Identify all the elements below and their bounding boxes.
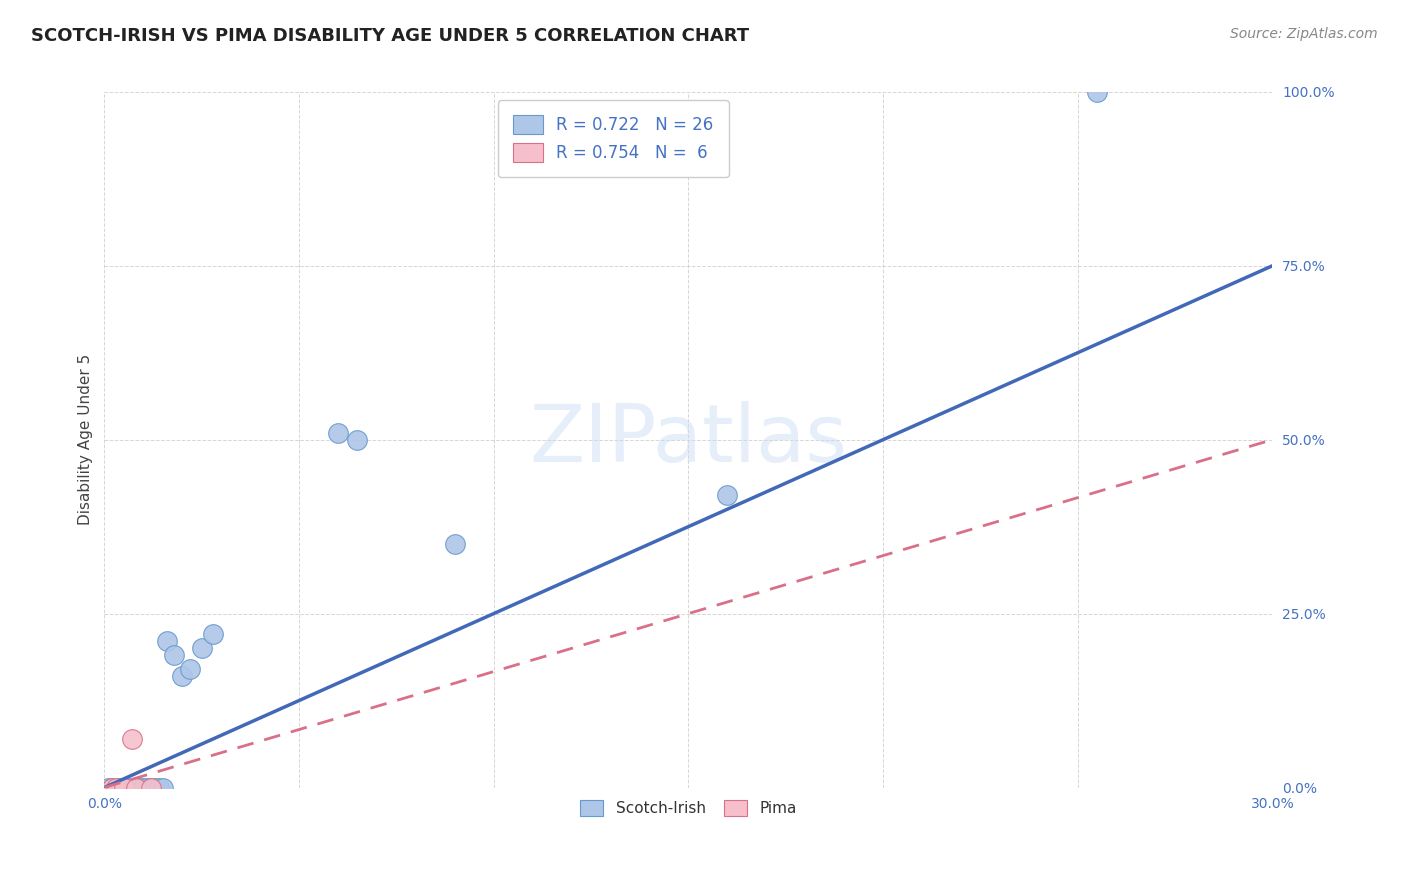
Text: Source: ZipAtlas.com: Source: ZipAtlas.com — [1230, 27, 1378, 41]
Point — [112, 780, 135, 795]
Point — [136, 780, 159, 795]
Point — [172, 669, 194, 683]
Point — [143, 780, 166, 795]
Point — [112, 780, 135, 795]
Point — [101, 780, 124, 795]
Point — [124, 780, 146, 795]
Point — [326, 425, 349, 440]
Text: ZIPatlas: ZIPatlas — [529, 401, 848, 479]
Point — [179, 662, 201, 676]
Point — [139, 780, 162, 795]
Point — [163, 648, 186, 663]
Point — [152, 780, 174, 795]
Point — [105, 780, 128, 795]
Point — [346, 433, 368, 447]
Point — [132, 780, 155, 795]
Point — [202, 627, 225, 641]
Point — [148, 780, 170, 795]
Point — [124, 780, 146, 795]
Y-axis label: Disability Age Under 5: Disability Age Under 5 — [79, 354, 93, 525]
Point — [101, 780, 124, 795]
Point — [121, 731, 143, 746]
Point — [128, 780, 150, 795]
Point — [716, 488, 738, 502]
Point — [1085, 85, 1108, 99]
Point — [117, 780, 139, 795]
Text: SCOTCH-IRISH VS PIMA DISABILITY AGE UNDER 5 CORRELATION CHART: SCOTCH-IRISH VS PIMA DISABILITY AGE UNDE… — [31, 27, 749, 45]
Point — [108, 780, 131, 795]
Legend: Scotch-Irish, Pima: Scotch-Irish, Pima — [568, 789, 808, 829]
Point — [156, 634, 179, 648]
Point — [139, 780, 162, 795]
Point — [97, 780, 120, 795]
Point — [105, 780, 128, 795]
Point — [121, 780, 143, 795]
Point — [443, 537, 465, 551]
Point — [190, 641, 212, 656]
